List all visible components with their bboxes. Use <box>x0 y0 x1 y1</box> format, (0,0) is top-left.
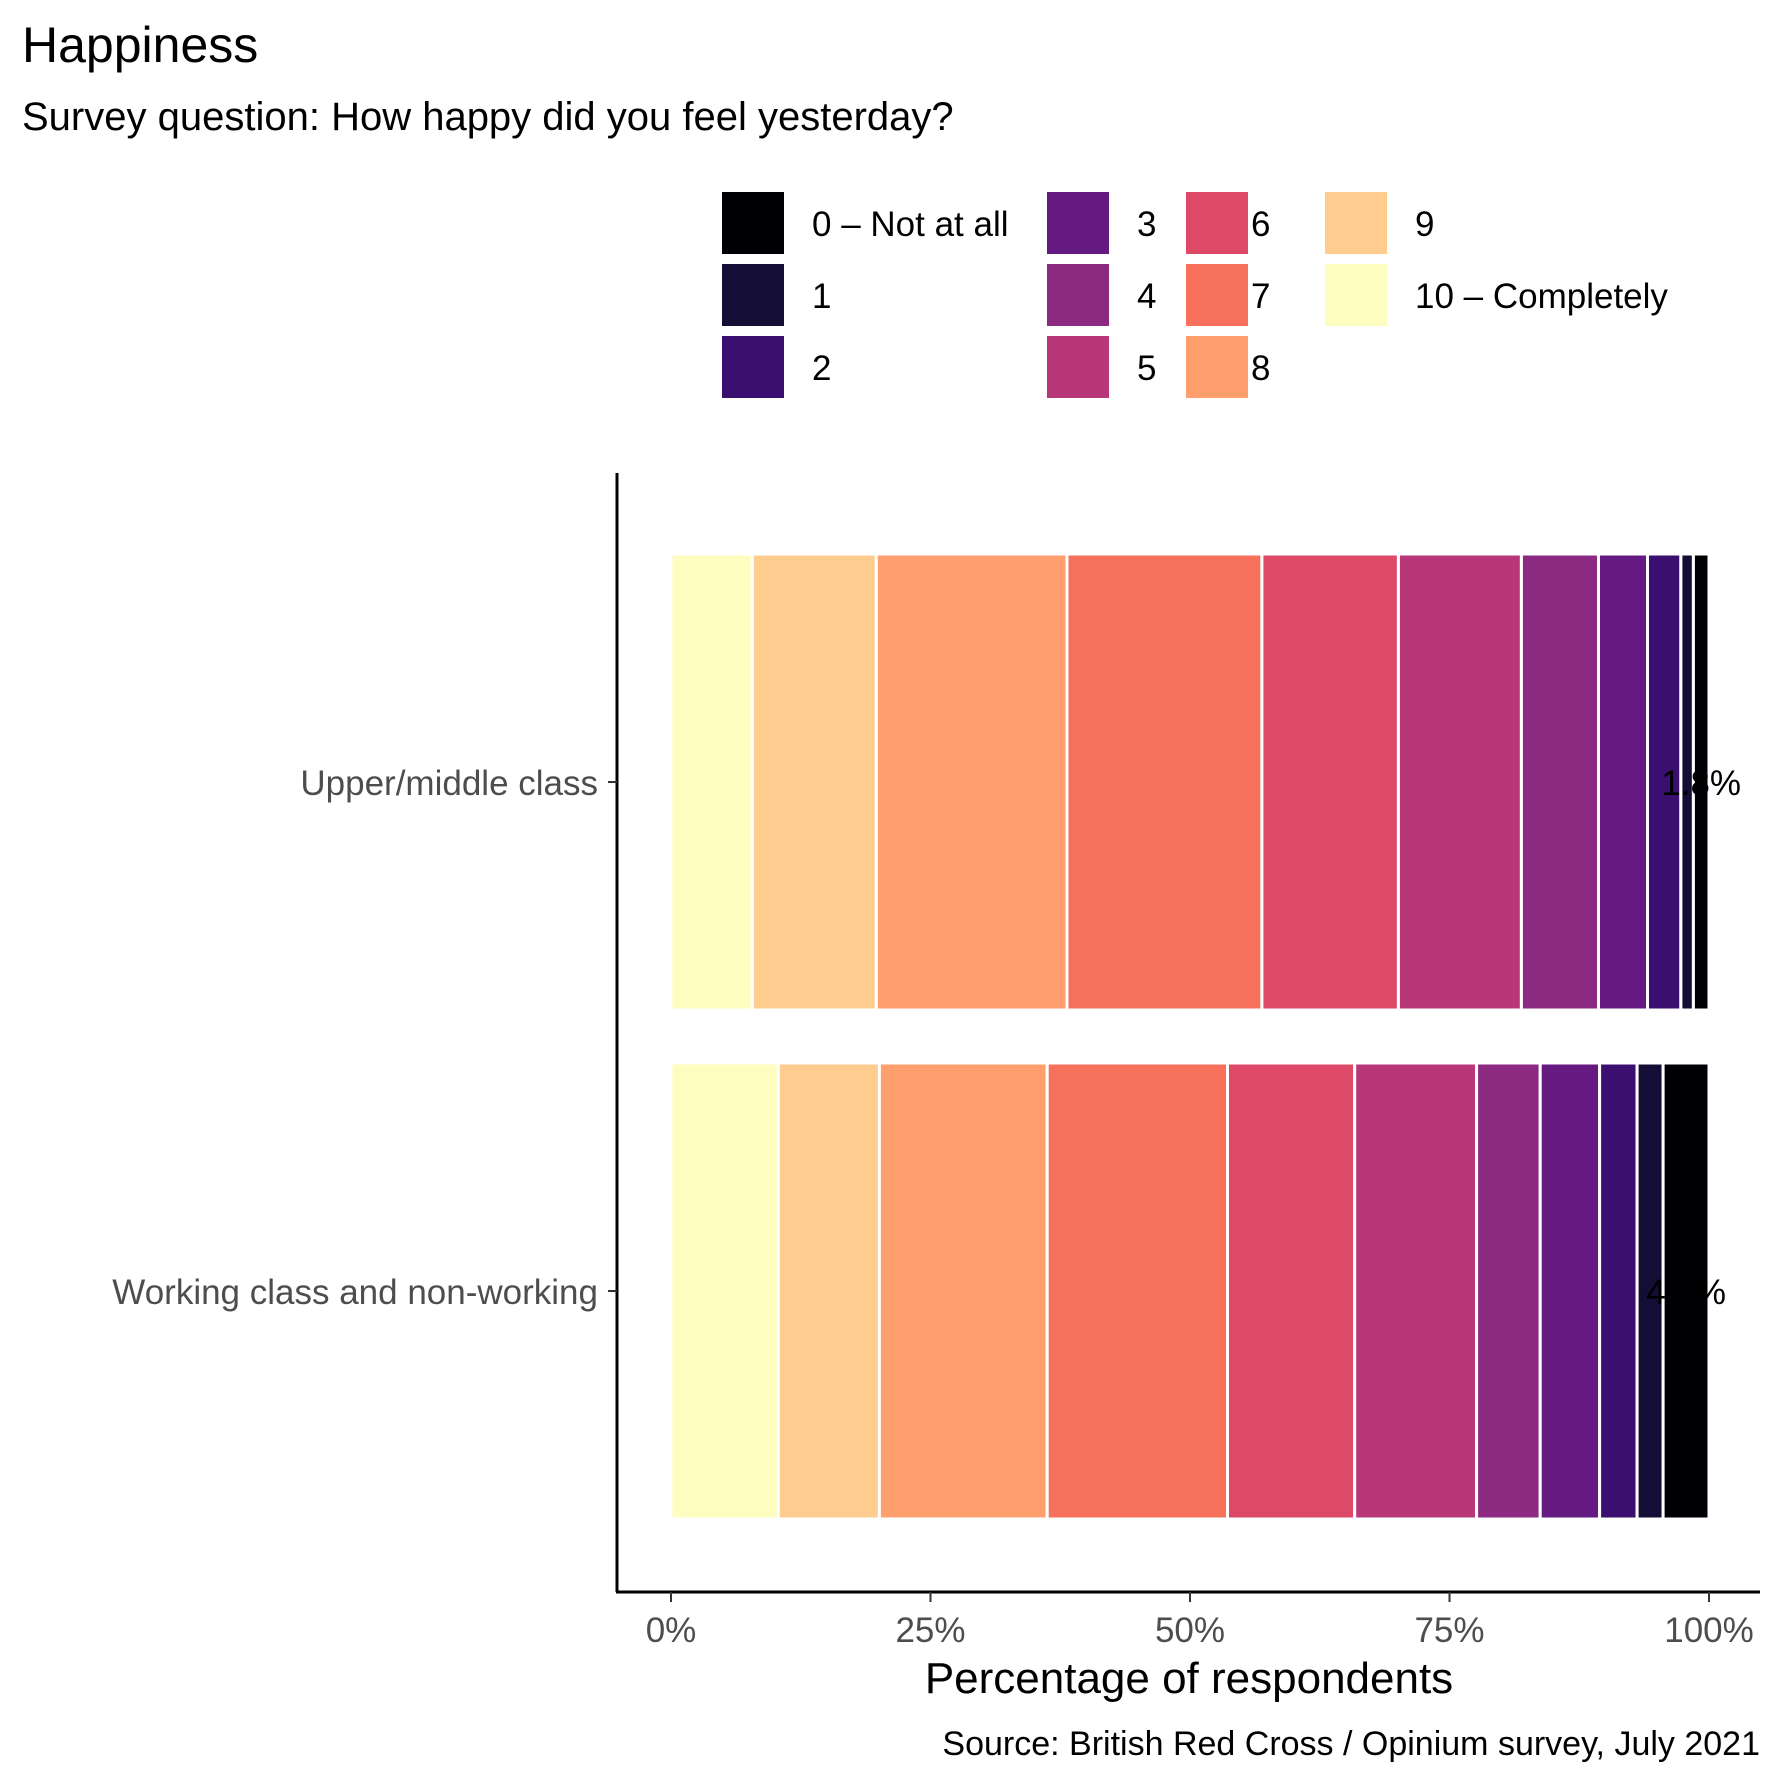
x-tick-label: 100% <box>1664 1611 1754 1650</box>
bar-segment-0-not-at-all-upper-middle-class <box>1691 552 1711 1012</box>
legend-key-10-completely <box>1325 264 1387 326</box>
bar-segment-7-working-class-and-non-working <box>1045 1061 1229 1521</box>
legend-key-7 <box>1186 264 1248 326</box>
bar-segment-4-upper-middle-class <box>1519 552 1601 1012</box>
legend-key-3 <box>1047 192 1109 254</box>
bar-segment-3-upper-middle-class <box>1597 552 1649 1012</box>
legend-label: 1 <box>812 277 831 316</box>
legend-label: 3 <box>1137 205 1156 244</box>
data-label: 4.4% <box>1646 1273 1726 1312</box>
legend-label: 0 – Not at all <box>812 205 1009 244</box>
legend-key-6 <box>1186 192 1248 254</box>
legend-label: 2 <box>812 349 831 388</box>
bar-segment-3-working-class-and-non-working <box>1538 1061 1602 1521</box>
data-label: 1.8% <box>1661 764 1741 803</box>
x-tick-label: 25% <box>895 1611 965 1650</box>
bar-segment-2-upper-middle-class <box>1646 552 1683 1012</box>
legend-key-2 <box>722 336 784 398</box>
bar-segment-6-upper-middle-class <box>1260 552 1400 1012</box>
bar-segment-5-working-class-and-non-working <box>1353 1061 1479 1521</box>
x-tick-label: 0% <box>646 1611 697 1650</box>
x-tick-label: 50% <box>1155 1611 1225 1650</box>
legend-key-5 <box>1047 336 1109 398</box>
legend-label: 5 <box>1137 349 1156 388</box>
legend-key-9 <box>1325 192 1387 254</box>
legend-label: 4 <box>1137 277 1156 316</box>
bar-segment-7-upper-middle-class <box>1065 552 1264 1012</box>
bar-segment-10-completely-working-class-and-non-working <box>669 1061 780 1521</box>
bar-segment-8-working-class-and-non-working <box>877 1061 1049 1521</box>
chart-subtitle: Survey question: How happy did you feel … <box>22 95 954 139</box>
chart-title: Happiness <box>22 17 258 73</box>
legend-label: 9 <box>1415 205 1434 244</box>
legend-key-8 <box>1186 336 1248 398</box>
legend-key-0-not-at-all <box>722 192 784 254</box>
y-tick-label: Upper/middle class <box>300 764 598 803</box>
chart-caption: Source: British Red Cross / Opinium surv… <box>942 1725 1760 1763</box>
x-tick-label: 75% <box>1414 1611 1484 1650</box>
bar-segment-9-upper-middle-class <box>750 552 878 1012</box>
bar-segment-10-completely-upper-middle-class <box>669 552 754 1012</box>
bar-segment-2-working-class-and-non-working <box>1598 1061 1639 1521</box>
legend-key-1 <box>722 264 784 326</box>
bar-segment-8-upper-middle-class <box>874 552 1069 1012</box>
bar-segment-6-working-class-and-non-working <box>1226 1061 1357 1521</box>
x-axis-title: Percentage of respondents <box>925 1654 1453 1703</box>
y-tick-label: Working class and non-working <box>112 1273 598 1312</box>
plot-area: Upper/middle class Working class and non-… <box>112 473 1760 1650</box>
bar-segment-9-working-class-and-non-working <box>776 1061 881 1521</box>
legend: 0 – Not at all 1 2 3 4 5 6 7 8 9 10 – Completely <box>722 192 1668 398</box>
legend-label: 6 <box>1251 205 1270 244</box>
legend-label: 7 <box>1251 277 1270 316</box>
legend-label: 8 <box>1251 349 1270 388</box>
legend-label: 10 – Completely <box>1415 277 1668 316</box>
bar-segment-5-upper-middle-class <box>1396 552 1523 1012</box>
legend-key-4 <box>1047 264 1109 326</box>
bar-segment-4-working-class-and-non-working <box>1475 1061 1542 1521</box>
bar-segment-0-not-at-all-working-class-and-non-working <box>1661 1061 1711 1521</box>
